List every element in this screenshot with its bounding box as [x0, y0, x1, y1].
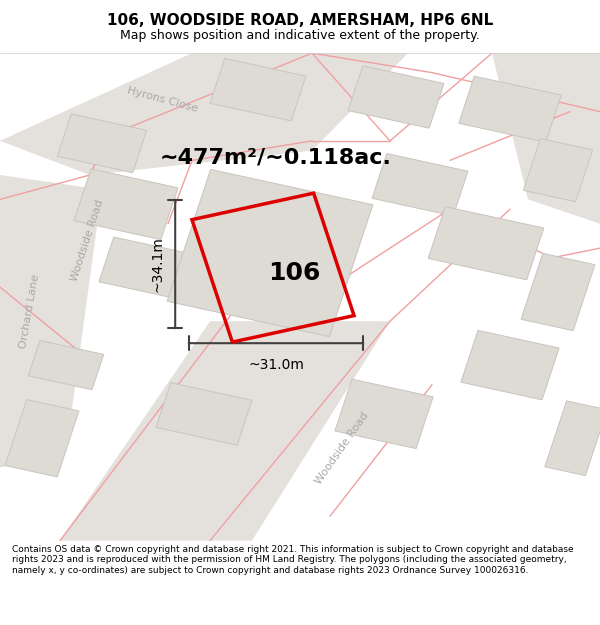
- Polygon shape: [545, 401, 600, 476]
- Text: Map shows position and indicative extent of the property.: Map shows position and indicative extent…: [120, 29, 480, 42]
- Polygon shape: [99, 237, 189, 298]
- Text: Woodside Road: Woodside Road: [69, 199, 105, 283]
- Polygon shape: [521, 253, 595, 331]
- Polygon shape: [28, 341, 104, 390]
- Text: ~31.0m: ~31.0m: [248, 357, 304, 372]
- Polygon shape: [156, 382, 252, 445]
- Polygon shape: [210, 59, 306, 121]
- Polygon shape: [348, 66, 444, 128]
- Text: Woodside Road: Woodside Road: [313, 410, 371, 486]
- Polygon shape: [74, 169, 178, 239]
- Text: Contains OS data © Crown copyright and database right 2021. This information is : Contains OS data © Crown copyright and d…: [12, 545, 574, 574]
- Text: ~34.1m: ~34.1m: [151, 236, 164, 292]
- Polygon shape: [60, 321, 390, 541]
- Polygon shape: [428, 207, 544, 280]
- Polygon shape: [372, 154, 468, 216]
- Polygon shape: [0, 53, 408, 175]
- Polygon shape: [5, 399, 79, 477]
- Text: 106: 106: [268, 261, 320, 284]
- Polygon shape: [492, 53, 600, 224]
- Polygon shape: [461, 331, 559, 400]
- Polygon shape: [167, 169, 373, 337]
- Polygon shape: [459, 76, 561, 142]
- Polygon shape: [0, 175, 102, 468]
- Text: 106, WOODSIDE ROAD, AMERSHAM, HP6 6NL: 106, WOODSIDE ROAD, AMERSHAM, HP6 6NL: [107, 13, 493, 28]
- Polygon shape: [523, 139, 593, 202]
- Polygon shape: [58, 114, 146, 172]
- Polygon shape: [335, 379, 433, 449]
- Text: Hyrons Close: Hyrons Close: [125, 85, 199, 114]
- Text: ~477m²/~0.118ac.: ~477m²/~0.118ac.: [160, 148, 392, 168]
- Text: Orchard Lane: Orchard Lane: [19, 274, 41, 349]
